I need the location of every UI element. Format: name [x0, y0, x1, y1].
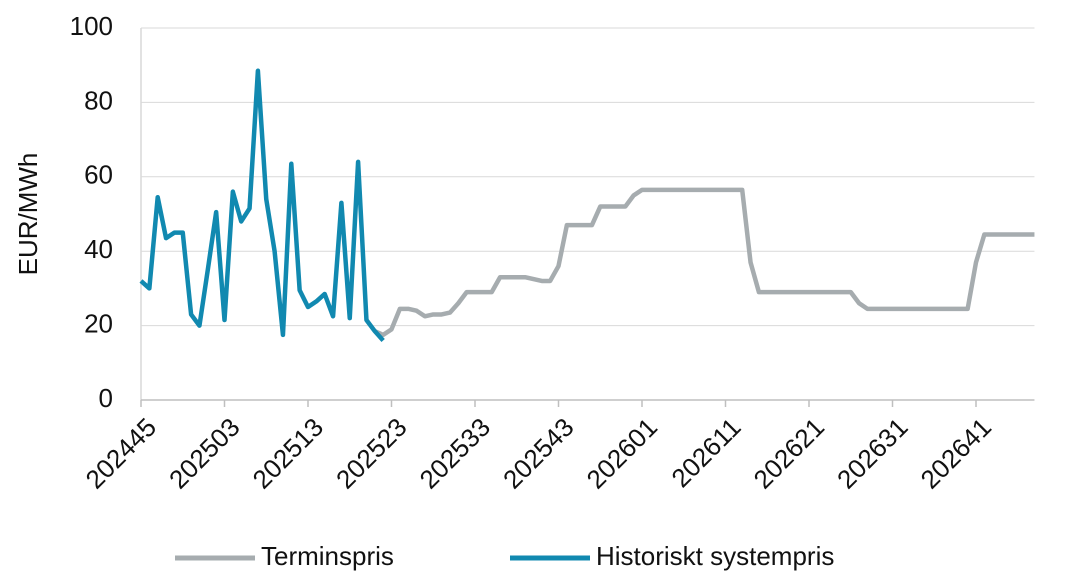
legend-label: Historiskt systempris [596, 541, 834, 571]
series-line [139, 68, 385, 342]
y-axis-label: EUR/MWh [13, 153, 43, 276]
y-tick-label: 100 [70, 11, 113, 41]
legend-label: Terminspris [261, 541, 394, 571]
x-tick-label: 202631 [831, 412, 914, 495]
x-tick-label: 202533 [414, 412, 497, 495]
x-tick-label: 202621 [748, 412, 831, 495]
x-tick-label: 202503 [163, 412, 246, 495]
y-tick-label: 60 [84, 160, 113, 190]
y-tick-label: 80 [84, 85, 113, 115]
x-tick-label: 202641 [915, 412, 998, 495]
x-tick-label: 202611 [665, 412, 746, 493]
x-tick-label: 202523 [330, 412, 413, 495]
x-tick-label: 202513 [247, 412, 330, 495]
x-tick-label: 202601 [581, 412, 664, 495]
y-tick-label: 0 [99, 383, 113, 413]
x-tick-label: 202445 [80, 412, 163, 495]
x-tick-label: 202543 [497, 412, 580, 495]
y-tick-label: 40 [84, 234, 113, 264]
series-line [373, 187, 1035, 338]
y-tick-label: 20 [84, 308, 113, 338]
